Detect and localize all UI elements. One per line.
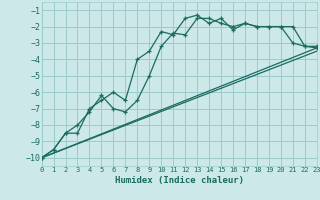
X-axis label: Humidex (Indice chaleur): Humidex (Indice chaleur) [115, 176, 244, 185]
